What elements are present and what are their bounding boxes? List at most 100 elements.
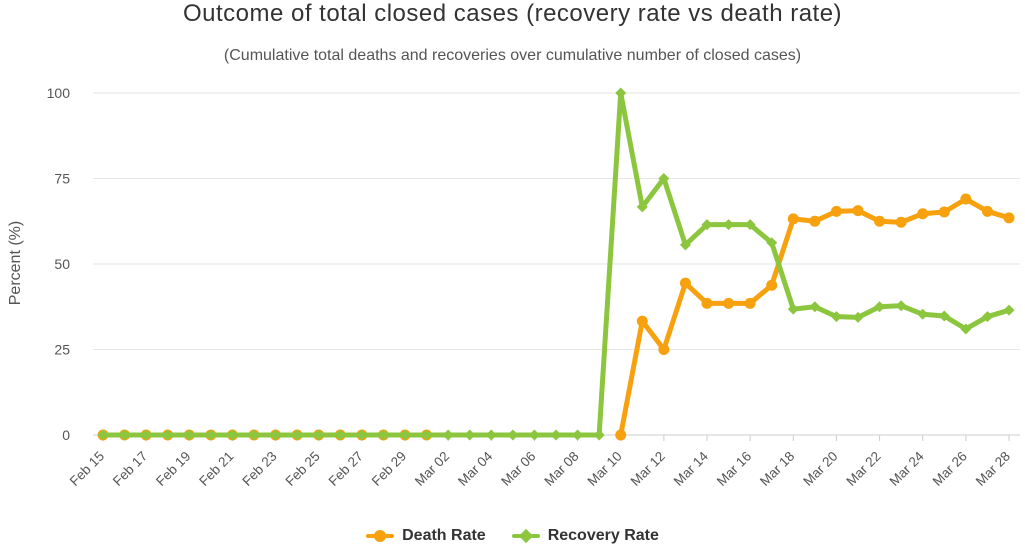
point-recovery-rate-mar-05 <box>507 429 519 441</box>
x-tick-label-mar-22: Mar 22 <box>843 449 883 489</box>
y-tick-label-75: 75 <box>54 171 70 187</box>
point-death-rate-mar-15 <box>723 297 735 309</box>
point-recovery-rate-feb-21 <box>226 429 238 441</box>
chart-subtitle: (Cumulative total deaths and recoveries … <box>223 47 802 64</box>
point-death-rate-mar-25 <box>938 206 950 218</box>
point-death-rate-mar-24 <box>917 208 929 220</box>
point-recovery-rate-mar-22 <box>874 301 886 313</box>
point-death-rate-mar-22 <box>874 215 886 227</box>
point-death-rate-mar-19 <box>809 215 821 227</box>
point-death-rate-mar-11 <box>636 315 648 327</box>
point-recovery-rate-mar-06 <box>528 429 540 441</box>
x-tick-label-mar-16: Mar 16 <box>714 449 754 489</box>
point-death-rate-mar-20 <box>830 205 842 217</box>
point-recovery-rate-feb-15 <box>97 429 109 441</box>
y-tick-label-0: 0 <box>62 427 70 443</box>
point-recovery-rate-feb-27 <box>356 429 368 441</box>
x-tick-label-mar-02: Mar 02 <box>412 449 452 489</box>
point-recovery-rate-mar-21 <box>852 311 864 323</box>
x-tick-label-mar-08: Mar 08 <box>541 449 581 489</box>
series-group <box>97 87 1015 441</box>
legend-item-death-rate[interactable]: Death Rate <box>366 527 486 545</box>
point-recovery-rate-feb-28 <box>377 429 389 441</box>
point-recovery-rate-feb-17 <box>140 429 152 441</box>
point-death-rate-mar-28 <box>1003 212 1015 224</box>
x-tick-label-feb-21: Feb 21 <box>196 449 236 489</box>
legend-symbol-recovery-rate <box>511 528 540 544</box>
point-recovery-rate-mar-27 <box>981 311 993 323</box>
x-tick-label-feb-17: Feb 17 <box>110 449 150 489</box>
y-tick-label-50: 50 <box>54 256 70 272</box>
point-recovery-rate-mar-10 <box>615 87 627 99</box>
x-axis-ticks: Feb 15 Feb 17 Feb 19 Feb 21 Feb 23 Feb 25 Feb … <box>67 435 1013 489</box>
point-recovery-rate-mar-19 <box>809 301 821 313</box>
point-recovery-rate-mar-16 <box>744 219 756 231</box>
y-axis-ticks: 0 25 50 75 100 <box>47 85 71 443</box>
legend-label-death-rate: Death Rate <box>402 527 486 544</box>
point-recovery-rate-feb-25 <box>313 429 325 441</box>
point-recovery-rate-mar-26 <box>960 323 972 335</box>
point-recovery-rate-mar-04 <box>485 429 497 441</box>
y-tick-label-100: 100 <box>47 85 71 101</box>
point-recovery-rate-mar-18 <box>787 303 799 315</box>
point-recovery-rate-feb-22 <box>248 429 260 441</box>
point-recovery-rate-mar-02 <box>442 429 454 441</box>
point-death-rate-mar-17 <box>766 279 778 291</box>
point-recovery-rate-mar-11 <box>636 201 648 213</box>
point-death-rate-mar-27 <box>981 205 993 217</box>
point-recovery-rate-mar-17 <box>766 237 778 249</box>
x-tick-label-mar-26: Mar 26 <box>930 449 970 489</box>
chart-title: Outcome of total closed cases (recovery … <box>182 0 843 27</box>
point-recovery-rate-mar-07 <box>550 429 562 441</box>
point-death-rate-mar-14 <box>701 297 713 309</box>
point-recovery-rate-feb-16 <box>119 429 131 441</box>
y-axis-title: Percent (%) <box>7 221 24 305</box>
point-recovery-rate-mar-28 <box>1003 304 1015 316</box>
legend-item-recovery-rate[interactable]: Recovery Rate <box>511 527 659 545</box>
x-tick-label-feb-29: Feb 29 <box>369 449 409 489</box>
point-death-rate-mar-10 <box>615 429 627 441</box>
x-tick-label-mar-24: Mar 24 <box>887 448 928 489</box>
point-recovery-rate-mar-15 <box>723 219 735 231</box>
x-tick-label-mar-14: Mar 14 <box>671 448 712 489</box>
x-tick-label-mar-20: Mar 20 <box>800 449 840 489</box>
grid-lines <box>93 92 1020 436</box>
point-death-rate-mar-12 <box>658 344 670 355</box>
x-tick-label-mar-28: Mar 28 <box>973 449 1013 489</box>
legend-label-recovery-rate: Recovery Rate <box>547 527 659 544</box>
series-recovery-rate <box>97 87 1015 441</box>
point-recovery-rate-feb-29 <box>399 429 411 441</box>
point-recovery-rate-mar-20 <box>830 311 842 323</box>
x-tick-label-feb-23: Feb 23 <box>239 449 279 489</box>
point-death-rate-mar-13 <box>679 277 691 289</box>
point-death-rate-mar-16 <box>744 297 756 309</box>
point-recovery-rate-feb-19 <box>183 429 195 441</box>
point-recovery-rate-mar-13 <box>679 239 691 251</box>
point-recovery-rate-mar-12 <box>658 173 670 184</box>
point-recovery-rate-feb-18 <box>162 429 174 441</box>
series-death-rate <box>97 193 1015 441</box>
y-tick-label-25: 25 <box>54 342 70 358</box>
x-tick-label-mar-12: Mar 12 <box>628 449 668 489</box>
legend-symbol-death-rate <box>366 529 395 543</box>
x-tick-label-mar-10: Mar 10 <box>585 449 625 489</box>
x-tick-label-feb-15: Feb 15 <box>67 449 107 489</box>
x-tick-label-mar-04: Mar 04 <box>455 448 496 489</box>
point-recovery-rate-mar-01 <box>421 429 433 441</box>
point-recovery-rate-feb-26 <box>334 429 346 441</box>
legend[interactable]: Death Rate Recovery Rate <box>0 527 1025 545</box>
point-recovery-rate-mar-25 <box>938 310 950 322</box>
point-recovery-rate-mar-14 <box>701 219 713 231</box>
x-tick-label-feb-27: Feb 27 <box>326 449 366 489</box>
point-recovery-rate-feb-23 <box>270 429 282 441</box>
point-death-rate-mar-23 <box>895 216 907 228</box>
line-death-rate <box>100 196 1012 438</box>
x-tick-label-feb-25: Feb 25 <box>283 449 323 489</box>
point-recovery-rate-mar-09 <box>593 429 605 441</box>
point-recovery-rate-feb-24 <box>291 429 303 441</box>
point-recovery-rate-feb-20 <box>205 429 217 441</box>
point-death-rate-mar-26 <box>960 193 972 205</box>
point-recovery-rate-mar-03 <box>464 429 476 441</box>
x-tick-label-mar-06: Mar 06 <box>498 449 538 489</box>
